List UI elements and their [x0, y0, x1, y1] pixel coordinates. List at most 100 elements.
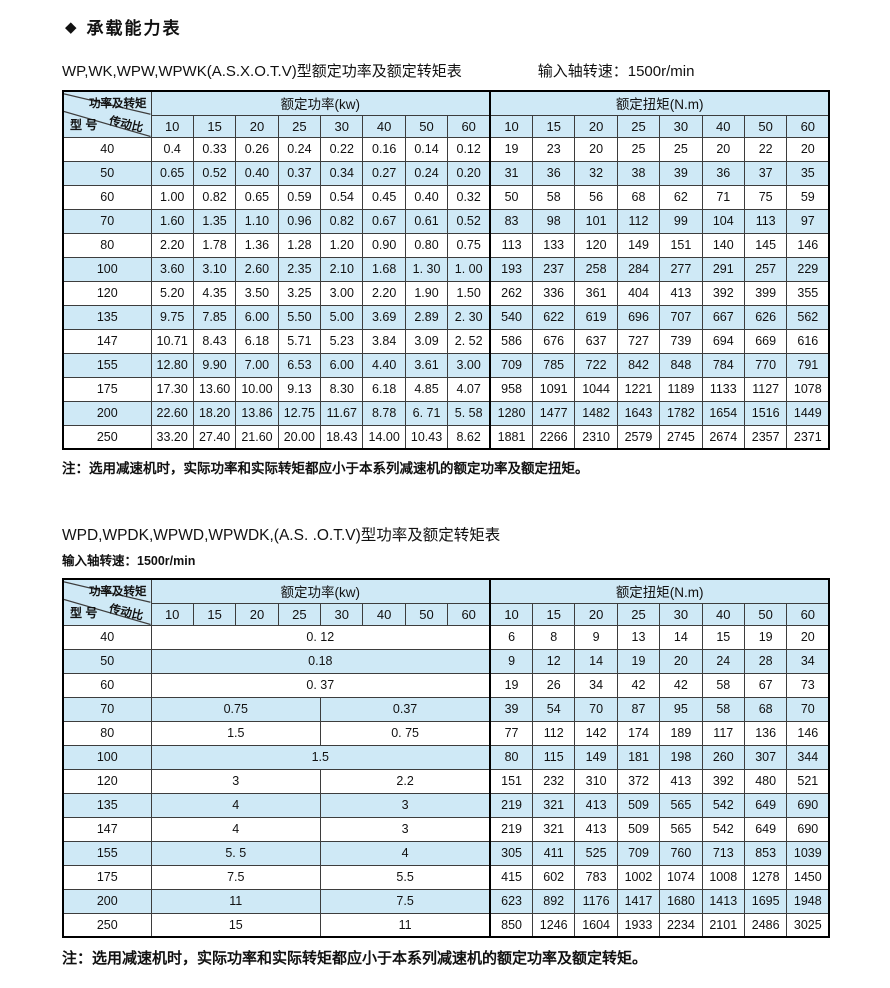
power-cell: 0.65 [150, 160, 194, 186]
torque-cell: 98 [532, 208, 576, 234]
rated-power-torque-table-2: 功率及转矩 传动比 型 号 额定功率(kw) 额定扭矩(N.m) 10 15 20 2… [62, 578, 831, 938]
torque-cell: 97 [786, 208, 830, 234]
table-row: 100 3.60 3.10 2.60 2.35 2.10 1.68 1. 30 1. 00 193… [62, 256, 830, 282]
torque-cell: 80 [489, 744, 534, 770]
torque-cell: 277 [659, 256, 703, 282]
torque-cell: 1417 [616, 888, 661, 914]
torque-cell: 25 [616, 136, 661, 162]
power-cell: 3.50 [235, 280, 279, 306]
torque-cell: 1176 [574, 888, 618, 914]
torque-cell: 709 [616, 840, 661, 866]
power-cell: 4 [150, 816, 322, 842]
torque-cell: 1933 [616, 912, 661, 938]
table-row: 120 5.20 4.35 3.50 3.25 3.00 2.20 1.90 1.50 262 33… [62, 280, 830, 306]
power-cell: 10.71 [150, 328, 194, 354]
table1-body: 40 0.4 0.33 0.26 0.24 0.22 0.16 0.14 0.12 19 23 20 2… [62, 136, 830, 450]
torque-cell: 54 [532, 696, 576, 722]
power-cell: 1.50 [447, 280, 491, 306]
torque-cell: 22 [743, 136, 788, 162]
torque-cell: 20 [786, 624, 830, 650]
page-title-text: 承载能力表 [86, 19, 182, 38]
power-cell: 0.32 [447, 184, 491, 210]
ratio-header-cell: 30 [320, 114, 364, 138]
torque-cell: 321 [532, 816, 576, 842]
torque-cell: 637 [574, 328, 618, 354]
ratio-header-cell: 20 [574, 602, 618, 626]
torque-cell: 413 [659, 280, 703, 306]
torque-cell: 413 [574, 792, 618, 818]
model-cell: 135 [62, 304, 152, 330]
power-cell: 1. 30 [404, 256, 449, 282]
torque-cell: 1604 [574, 912, 618, 938]
power-cell: 0.75 [447, 232, 491, 258]
diagonal-divider-icon [64, 581, 150, 624]
power-cell: 3.60 [150, 256, 194, 282]
torque-cell: 1695 [743, 888, 788, 914]
ratio-header-cell: 15 [532, 114, 576, 138]
torque-cell: 174 [616, 720, 661, 746]
power-cell: 2.60 [235, 256, 279, 282]
torque-cell: 404 [616, 280, 661, 306]
torque-cell: 117 [701, 720, 745, 746]
torque-section-header: 额定扭矩(N.m) [489, 578, 830, 604]
power-cell: 7.5 [150, 864, 322, 890]
power-cell: 27.40 [192, 424, 237, 450]
power-cell: 0.16 [362, 136, 406, 162]
torque-cell: 58 [701, 672, 745, 698]
power-cell: 1.5 [150, 720, 322, 746]
torque-cell: 140 [701, 232, 745, 258]
power-cell: 3.10 [192, 256, 237, 282]
table-row: 50 0.18 9 12 14 19 20 24 28 34 [62, 648, 830, 674]
power-cell: 21.60 [235, 424, 279, 450]
torque-cell: 19 [743, 624, 788, 650]
power-cell: 8.78 [362, 400, 406, 426]
model-cell: 80 [62, 232, 152, 258]
table-row: 147 10.71 8.43 6.18 5.71 5.23 3.84 3.09 2. 52 586… [62, 328, 830, 354]
torque-cell: 26 [532, 672, 576, 698]
ratio-header-cell: 30 [659, 602, 703, 626]
torque-cell: 540 [489, 304, 534, 330]
power-cell: 7.5 [320, 888, 491, 914]
torque-cell: 149 [574, 744, 618, 770]
torque-cell: 142 [574, 720, 618, 746]
power-cell: 5.71 [277, 328, 322, 354]
ratio-header-cell: 50 [743, 602, 788, 626]
torque-cell: 112 [532, 720, 576, 746]
torque-cell: 1074 [659, 864, 703, 890]
torque-cell: 28 [743, 648, 788, 674]
torque-cell: 739 [659, 328, 703, 354]
torque-cell: 392 [701, 768, 745, 794]
torque-cell: 415 [489, 864, 534, 890]
torque-cell: 1008 [701, 864, 745, 890]
power-cell: 17.30 [150, 376, 194, 402]
torque-cell: 785 [532, 352, 576, 378]
model-cell: 200 [62, 888, 152, 914]
power-cell: 22.60 [150, 400, 194, 426]
torque-cell: 791 [786, 352, 830, 378]
model-cell: 120 [62, 280, 152, 306]
power-cell: 2.89 [404, 304, 449, 330]
power-section-header: 额定功率(kw) [150, 578, 491, 604]
power-cell: 0.4 [150, 136, 194, 162]
torque-cell: 1948 [786, 888, 830, 914]
torque-cell: 565 [659, 816, 703, 842]
power-cell: 15 [150, 912, 322, 938]
power-cell: 0.59 [277, 184, 322, 210]
torque-cell: 707 [659, 304, 703, 330]
torque-cell: 542 [701, 792, 745, 818]
torque-cell: 3025 [786, 912, 830, 938]
torque-cell: 145 [743, 232, 788, 258]
torque-cell: 667 [701, 304, 745, 330]
torque-cell: 39 [659, 160, 703, 186]
torque-cell: 25 [659, 136, 703, 162]
power-cell: 0. 12 [150, 624, 491, 650]
power-cell: 2. 52 [447, 328, 491, 354]
torque-cell: 1078 [786, 376, 830, 402]
torque-cell: 649 [743, 816, 788, 842]
torque-cell: 36 [532, 160, 576, 186]
model-cell: 250 [62, 912, 152, 938]
torque-cell: 622 [532, 304, 576, 330]
torque-cell: 413 [574, 816, 618, 842]
power-cell: 0.34 [320, 160, 364, 186]
power-cell: 4 [320, 840, 491, 866]
